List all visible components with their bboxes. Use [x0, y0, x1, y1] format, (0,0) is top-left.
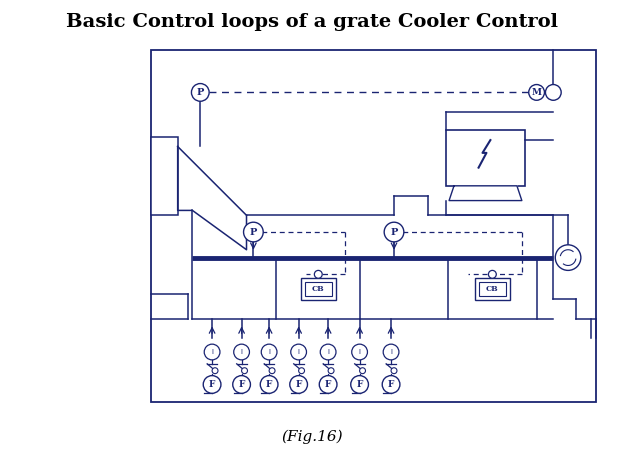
Polygon shape: [449, 186, 522, 201]
Text: I: I: [211, 349, 213, 355]
Circle shape: [383, 344, 399, 360]
Circle shape: [260, 376, 278, 393]
Text: Basic Control loops of a grate Cooler Control: Basic Control loops of a grate Cooler Co…: [66, 13, 558, 30]
Circle shape: [314, 271, 322, 278]
Circle shape: [546, 84, 561, 100]
Circle shape: [555, 245, 581, 271]
Circle shape: [319, 376, 337, 393]
Circle shape: [244, 222, 263, 242]
Circle shape: [242, 368, 248, 374]
Bar: [151, 136, 178, 215]
Circle shape: [203, 376, 221, 393]
Circle shape: [351, 376, 369, 393]
Circle shape: [320, 344, 336, 360]
Circle shape: [488, 271, 496, 278]
Text: F: F: [209, 380, 215, 389]
Text: I: I: [359, 349, 361, 355]
Text: CB: CB: [486, 285, 499, 293]
Text: I: I: [241, 349, 242, 355]
Circle shape: [529, 84, 544, 100]
Circle shape: [328, 368, 334, 374]
Circle shape: [232, 376, 251, 393]
Circle shape: [291, 344, 306, 360]
Text: F: F: [388, 380, 394, 389]
Circle shape: [290, 376, 308, 393]
Text: F: F: [356, 380, 362, 389]
Circle shape: [191, 83, 209, 101]
Circle shape: [204, 344, 220, 360]
Circle shape: [269, 368, 275, 374]
Bar: [475, 278, 509, 300]
Circle shape: [382, 376, 400, 393]
Text: M: M: [532, 88, 542, 97]
Text: CB: CB: [312, 285, 324, 293]
Text: (Fig.16): (Fig.16): [282, 430, 343, 444]
Circle shape: [384, 222, 404, 242]
Circle shape: [352, 344, 367, 360]
Circle shape: [234, 344, 249, 360]
Text: P: P: [250, 227, 257, 236]
Text: I: I: [327, 349, 329, 355]
Bar: [305, 282, 332, 296]
Text: I: I: [390, 349, 392, 355]
Bar: [479, 282, 506, 296]
Circle shape: [261, 344, 277, 360]
Circle shape: [299, 368, 304, 374]
Text: I: I: [268, 349, 270, 355]
Text: F: F: [266, 380, 272, 389]
Circle shape: [391, 368, 397, 374]
Text: I: I: [298, 349, 299, 355]
Text: F: F: [238, 380, 245, 389]
Bar: [301, 278, 336, 300]
Circle shape: [212, 368, 218, 374]
Bar: [151, 50, 596, 402]
Text: F: F: [296, 380, 302, 389]
Bar: [446, 130, 525, 186]
Text: P: P: [197, 88, 204, 97]
Text: F: F: [325, 380, 331, 389]
Text: P: P: [391, 227, 398, 236]
Circle shape: [359, 368, 366, 374]
